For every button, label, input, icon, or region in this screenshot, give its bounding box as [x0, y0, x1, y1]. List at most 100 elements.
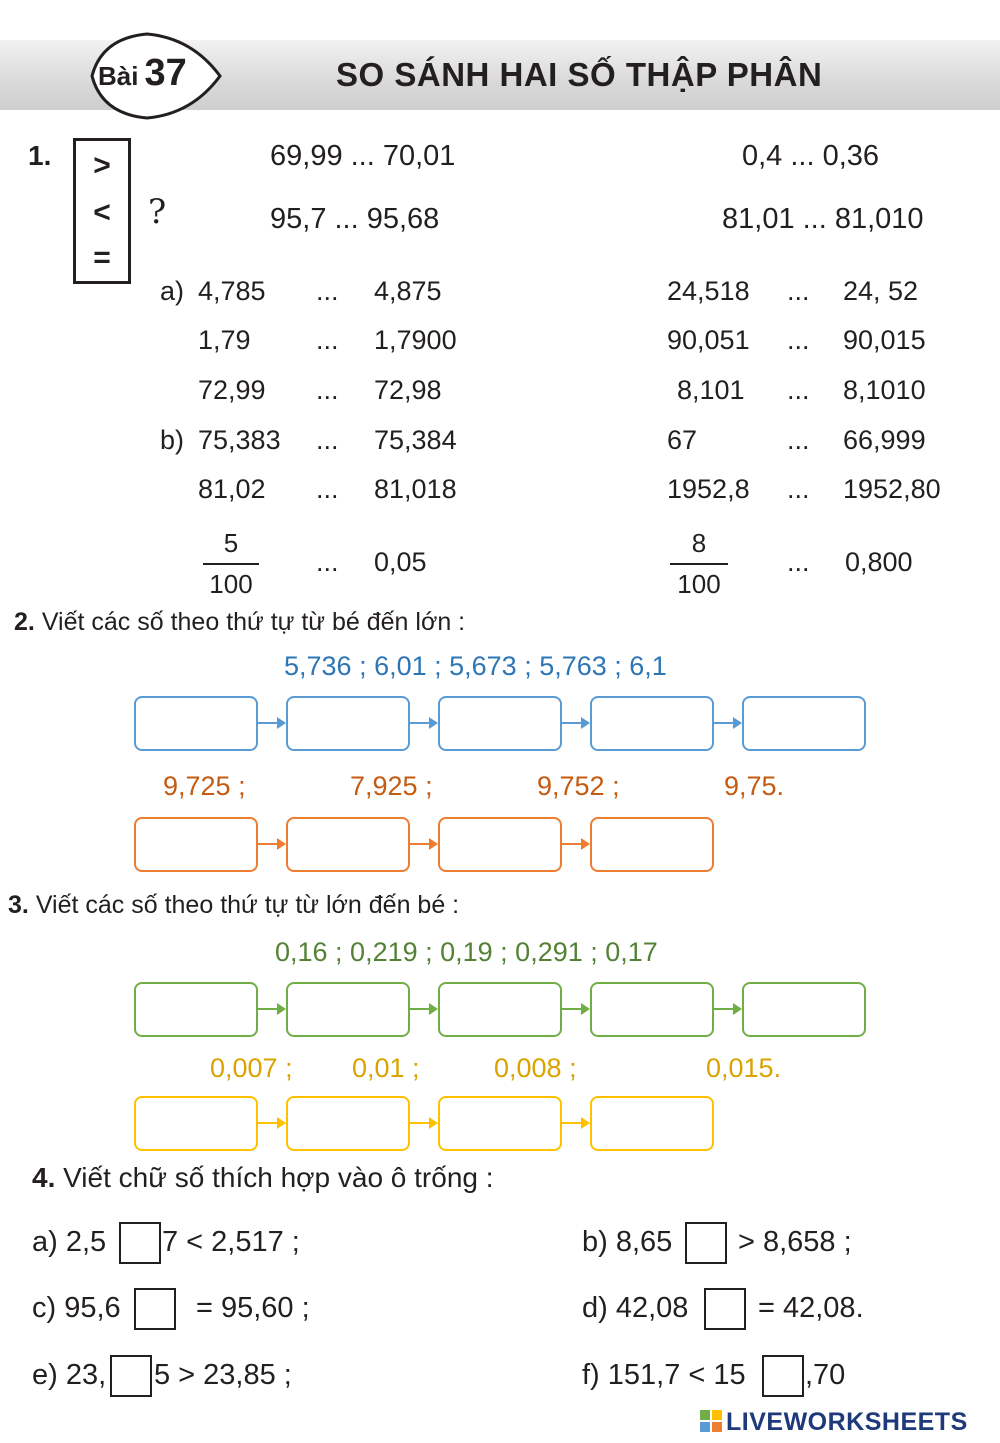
fraction-numerator: 8	[691, 528, 707, 558]
answer-box[interactable]	[590, 696, 714, 751]
answer-box[interactable]	[286, 817, 410, 872]
row-right-num2: 8,1010	[843, 375, 926, 405]
comparison-sign-box: > < =	[73, 138, 131, 284]
answer-box[interactable]	[438, 982, 562, 1037]
row-left-num2: 0,05	[374, 547, 427, 577]
equal-sign: =	[93, 241, 111, 274]
number-item-yellow: 0,007 ;	[210, 1053, 293, 1083]
greater-than-sign: >	[93, 149, 111, 182]
fraction-denominator: 100	[209, 569, 253, 599]
item-e-prefix: e) 23,	[32, 1359, 107, 1391]
row-left-dots: ...	[316, 474, 339, 504]
row-left-dots: ...	[316, 425, 339, 455]
answer-box[interactable]	[438, 696, 562, 751]
arrow-icon	[562, 1003, 590, 1015]
arrow-icon	[562, 717, 590, 729]
fraction-right: 8 100	[670, 528, 728, 600]
row-right-num1: 1952,8	[667, 474, 750, 504]
answer-box[interactable]	[742, 696, 866, 751]
digit-input-box[interactable]	[704, 1288, 746, 1330]
row-left-num1: 1,79	[198, 325, 251, 355]
answer-box[interactable]	[590, 982, 714, 1037]
instruction-text: Viết các số theo thứ tự từ lớn đến bé :	[35, 891, 460, 919]
digit-input-box[interactable]	[762, 1355, 804, 1397]
row-right-dots: ...	[787, 375, 810, 405]
lesson-word: Bài	[98, 61, 139, 91]
row-left-dots: ...	[316, 325, 339, 355]
number-item-orange: 9,752 ;	[537, 771, 620, 801]
exercise-1-number: 1.	[28, 140, 52, 171]
item-d-prefix: d) 42,08	[582, 1292, 689, 1324]
row-left-num1: 75,383	[198, 425, 281, 455]
row-left-num2: 4,875	[374, 276, 442, 306]
number-item-yellow: 0,015.	[706, 1053, 782, 1083]
row-right-num1: 67	[667, 425, 698, 455]
arrow-icon	[562, 838, 590, 850]
item-b-prefix: b) 8,65	[582, 1226, 673, 1258]
row-left-num2: 75,384	[374, 425, 457, 455]
row-right-dots: ...	[787, 325, 810, 355]
item-c-prefix: c) 95,6	[32, 1292, 121, 1324]
item-f-prefix: f) 151,7 < 15	[582, 1359, 746, 1391]
number-item-orange: 9,75.	[724, 771, 785, 801]
lesson-number: 37	[144, 52, 187, 94]
item-a-prefix: a) 2,5	[32, 1226, 107, 1258]
comparison-item: 69,99 ... 70,01	[270, 140, 456, 172]
answer-box[interactable]	[742, 982, 866, 1037]
row-right-dots: ...	[787, 547, 810, 577]
lesson-badge	[90, 32, 222, 120]
question-mark: ?	[148, 192, 167, 232]
exercise-2-number: 2.	[14, 608, 35, 636]
row-left-dots: ...	[316, 276, 339, 306]
answer-box[interactable]	[134, 696, 258, 751]
answer-box[interactable]	[286, 982, 410, 1037]
row-right-num2: 90,015	[843, 325, 926, 355]
row-left-num2: 1,7900	[374, 325, 457, 355]
answer-box[interactable]	[134, 817, 258, 872]
row-left-num1: 72,99	[198, 375, 266, 405]
arrow-icon	[410, 717, 438, 729]
exercise-4-number: 4.	[32, 1162, 56, 1193]
comparison-item: 81,01 ... 81,010	[722, 203, 924, 235]
arrow-icon	[410, 1117, 438, 1129]
part-a-label: a)	[160, 276, 185, 306]
liveworksheets-logo-icon	[700, 1410, 722, 1432]
number-item-yellow: 0,008 ;	[494, 1053, 577, 1083]
answer-box[interactable]	[438, 1096, 562, 1151]
comparison-item: 95,7 ... 95,68	[270, 203, 440, 235]
row-left-dots: ...	[316, 375, 339, 405]
page-title: SO SÁNH HAI SỐ THẬP PHÂN	[336, 56, 823, 93]
row-left-dots: ...	[316, 547, 339, 577]
answer-box[interactable]	[590, 1096, 714, 1151]
item-d-suffix: = 42,08.	[758, 1292, 864, 1324]
digit-input-box[interactable]	[110, 1355, 152, 1397]
arrow-icon	[410, 1003, 438, 1015]
row-right-num2: 66,999	[843, 425, 926, 455]
item-c-suffix: = 95,60 ;	[196, 1292, 310, 1324]
row-right-dots: ...	[787, 474, 810, 504]
digit-input-box[interactable]	[685, 1222, 727, 1264]
exercise-3-number: 3.	[8, 891, 29, 919]
row-right-num1: 24,518	[667, 276, 750, 306]
digit-input-box[interactable]	[119, 1222, 161, 1264]
answer-box[interactable]	[590, 817, 714, 872]
item-f-suffix: ,70	[805, 1359, 846, 1391]
row-left-num1: 4,785	[198, 276, 266, 306]
row-right-num2: 1952,80	[843, 474, 941, 504]
row-left-num2: 81,018	[374, 474, 457, 504]
row-right-dots: ...	[787, 276, 810, 306]
answer-box[interactable]	[134, 982, 258, 1037]
digit-input-box[interactable]	[134, 1288, 176, 1330]
arrow-icon	[258, 1003, 286, 1015]
brand-wordmark[interactable]: LIVEWORKSHEETS	[726, 1408, 968, 1436]
number-item-orange: 7,925 ;	[350, 771, 433, 801]
arrow-icon	[258, 838, 286, 850]
arrow-icon	[714, 1003, 742, 1015]
answer-box[interactable]	[286, 1096, 410, 1151]
answer-box[interactable]	[286, 696, 410, 751]
row-right-num2: 0,800	[845, 547, 913, 577]
answer-box[interactable]	[134, 1096, 258, 1151]
instruction-text: Viết chữ số thích hợp vào ô trống :	[63, 1162, 494, 1193]
arrow-icon	[562, 1117, 590, 1129]
answer-box[interactable]	[438, 817, 562, 872]
